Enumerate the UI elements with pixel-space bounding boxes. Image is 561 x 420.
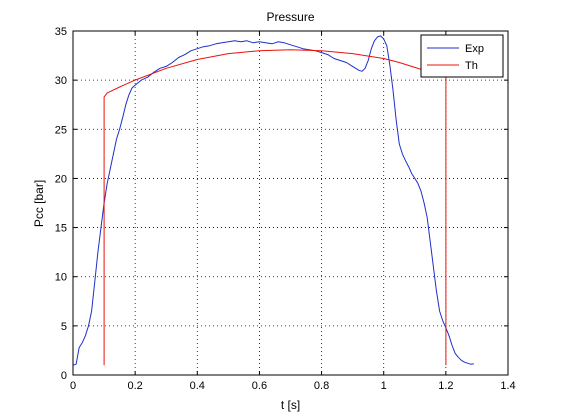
legend-label-th: Th (465, 60, 478, 72)
x-tick-label: 0.8 (314, 380, 329, 392)
y-tick-label: 15 (55, 223, 67, 235)
series-line-exp (72, 35, 474, 366)
axis-ticks: 0 0.2 0.4 0.6 0.8 1 1.2 1.4 0 5 10 15 20 25 30 35 (55, 26, 516, 392)
plot-frame (72, 30, 509, 376)
y-tick-label: 20 (55, 173, 67, 185)
y-tick-label: 30 (55, 75, 67, 87)
legend-box (420, 34, 504, 78)
y-axis-label: Pcc [bar] (32, 180, 46, 227)
chart-title: Pressure (266, 10, 314, 24)
x-axis-label: t [s] (281, 398, 300, 412)
x-tick-label: 1 (381, 380, 387, 392)
x-tick-label: 1.2 (438, 380, 453, 392)
y-tick-label: 0 (61, 370, 67, 382)
y-tick-label: 35 (55, 26, 67, 38)
y-tick-label: 25 (55, 124, 67, 136)
series-layer (72, 35, 474, 366)
x-tick-label: 0.6 (252, 380, 267, 392)
y-tick-label: 5 (61, 321, 67, 333)
series-line-th (103, 49, 447, 366)
legend: Exp Th (420, 34, 504, 78)
x-tick-label: 0 (70, 380, 76, 392)
x-tick-label: 0.2 (127, 380, 142, 392)
x-tick-label: 0.4 (190, 380, 205, 392)
legend-label-exp: Exp (465, 43, 484, 55)
x-tick-label: 1.4 (500, 380, 515, 392)
y-tick-label: 10 (55, 272, 67, 284)
